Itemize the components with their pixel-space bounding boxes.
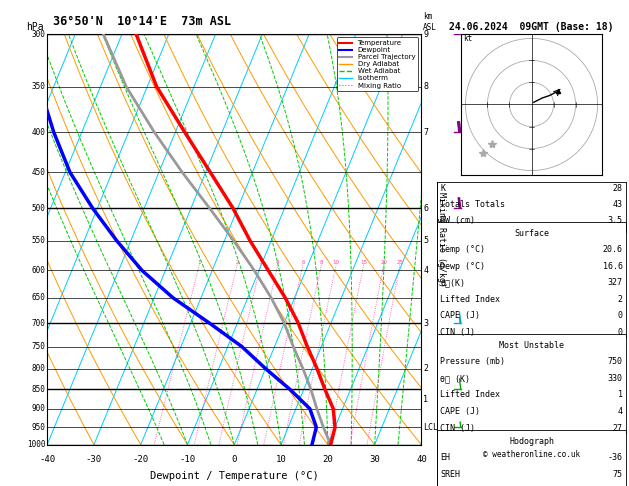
Text: 450: 450 (31, 168, 45, 177)
Text: Dewpoint / Temperature (°C): Dewpoint / Temperature (°C) (150, 471, 319, 482)
Text: 1: 1 (423, 395, 428, 404)
Text: 500: 500 (31, 204, 45, 213)
Text: 1: 1 (618, 390, 623, 399)
Text: -30: -30 (86, 455, 102, 464)
Text: 0: 0 (618, 311, 623, 320)
Text: 300: 300 (31, 30, 45, 38)
Text: Mixing Ratio (g/kg): Mixing Ratio (g/kg) (437, 192, 446, 287)
Text: 10: 10 (333, 260, 340, 265)
Text: 900: 900 (31, 404, 45, 413)
Text: Most Unstable: Most Unstable (499, 341, 564, 350)
Text: Pressure (mb): Pressure (mb) (440, 357, 505, 366)
Text: 1000: 1000 (27, 440, 45, 449)
Text: 40: 40 (416, 455, 427, 464)
Text: -40: -40 (39, 455, 55, 464)
Text: Temp (°C): Temp (°C) (440, 245, 486, 254)
Text: Lifted Index: Lifted Index (440, 390, 500, 399)
Text: 550: 550 (31, 236, 45, 245)
Text: -10: -10 (179, 455, 196, 464)
Text: km
ASL: km ASL (423, 12, 437, 32)
Text: K: K (440, 184, 445, 193)
Text: 2: 2 (235, 260, 239, 265)
Text: 1: 1 (198, 260, 201, 265)
Text: 10: 10 (276, 455, 286, 464)
Text: 20.6: 20.6 (603, 245, 623, 254)
Text: -36: -36 (608, 453, 623, 462)
Text: CAPE (J): CAPE (J) (440, 311, 481, 320)
Text: Hodograph: Hodograph (509, 437, 554, 446)
Text: 30: 30 (369, 455, 380, 464)
Text: kt: kt (463, 34, 472, 43)
Text: 28: 28 (613, 184, 623, 193)
Text: 950: 950 (31, 423, 45, 432)
Text: Lifted Index: Lifted Index (440, 295, 500, 304)
Text: LCL: LCL (423, 423, 438, 432)
Text: 43: 43 (613, 200, 623, 209)
Text: EH: EH (440, 453, 450, 462)
Text: 330: 330 (608, 374, 623, 383)
Text: 4: 4 (276, 260, 279, 265)
Text: 800: 800 (31, 364, 45, 373)
Text: 750: 750 (608, 357, 623, 366)
Text: 400: 400 (31, 128, 45, 137)
Text: θᴄ (K): θᴄ (K) (440, 374, 470, 383)
Text: 3.5: 3.5 (608, 216, 623, 226)
Text: CIN (J): CIN (J) (440, 328, 476, 337)
Text: 327: 327 (608, 278, 623, 287)
Text: 24.06.2024  09GMT (Base: 18): 24.06.2024 09GMT (Base: 18) (449, 21, 614, 32)
Text: 36°50'N  10°14'E  73m ASL: 36°50'N 10°14'E 73m ASL (53, 15, 231, 28)
Text: 25: 25 (396, 260, 403, 265)
Text: 6: 6 (301, 260, 304, 265)
Text: 5: 5 (423, 236, 428, 245)
Text: 650: 650 (31, 293, 45, 302)
Text: 750: 750 (31, 342, 45, 351)
Polygon shape (460, 14, 461, 34)
Text: hPa: hPa (26, 21, 44, 32)
Text: 600: 600 (31, 266, 45, 275)
Text: 4: 4 (618, 407, 623, 416)
Text: CAPE (J): CAPE (J) (440, 407, 481, 416)
Text: 15: 15 (360, 260, 367, 265)
Text: PW (cm): PW (cm) (440, 216, 476, 226)
Text: -20: -20 (133, 455, 149, 464)
Text: 700: 700 (31, 318, 45, 328)
Text: 8: 8 (320, 260, 323, 265)
Text: © weatheronline.co.uk: © weatheronline.co.uk (483, 450, 580, 459)
Text: 4: 4 (423, 266, 428, 275)
Text: 850: 850 (31, 385, 45, 394)
Text: 6: 6 (423, 204, 428, 213)
Text: 0: 0 (618, 328, 623, 337)
Text: Dewp (°C): Dewp (°C) (440, 261, 486, 271)
Text: 8: 8 (423, 82, 428, 91)
Text: 3: 3 (259, 260, 262, 265)
Text: 9: 9 (423, 30, 428, 38)
Text: CIN (J): CIN (J) (440, 423, 476, 433)
Text: 0: 0 (231, 455, 237, 464)
Text: θᴄ(K): θᴄ(K) (440, 278, 465, 287)
Text: 2: 2 (423, 364, 428, 373)
Text: 350: 350 (31, 82, 45, 91)
Text: 16.6: 16.6 (603, 261, 623, 271)
Text: Surface: Surface (514, 228, 549, 238)
Text: 7: 7 (423, 128, 428, 137)
Legend: Temperature, Dewpoint, Parcel Trajectory, Dry Adiabat, Wet Adiabat, Isotherm, Mi: Temperature, Dewpoint, Parcel Trajectory… (337, 37, 418, 91)
Text: 20: 20 (323, 455, 333, 464)
Text: 3: 3 (423, 318, 428, 328)
Text: SREH: SREH (440, 470, 460, 479)
Text: 27: 27 (613, 423, 623, 433)
Text: 20: 20 (381, 260, 387, 265)
Text: 75: 75 (613, 470, 623, 479)
Text: 2: 2 (618, 295, 623, 304)
Text: Totals Totals: Totals Totals (440, 200, 505, 209)
